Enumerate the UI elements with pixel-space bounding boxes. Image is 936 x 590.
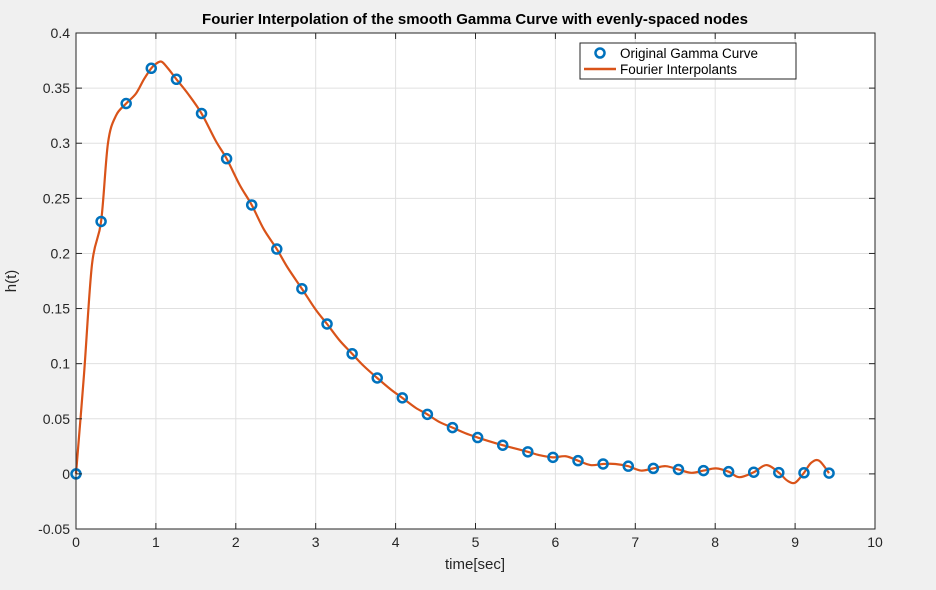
- y-tick-label: 0.25: [43, 190, 70, 206]
- legend: Original Gamma Curve Fourier Interpolant…: [579, 42, 797, 80]
- data-point-marker: [647, 462, 660, 475]
- data-point-marker: [95, 215, 107, 228]
- data-point-marker: [496, 439, 509, 451]
- data-point-marker: [798, 467, 810, 479]
- x-tick-label: 0: [72, 534, 80, 550]
- x-tick-label: 2: [232, 534, 240, 550]
- x-tick-label: 7: [631, 534, 639, 550]
- data-point-marker: [296, 282, 308, 295]
- legend-label-fourier: Fourier Interpolants: [620, 62, 737, 77]
- data-point-marker: [145, 62, 158, 75]
- x-tick-label: 9: [791, 534, 799, 550]
- data-point-marker: [547, 451, 559, 464]
- x-axis-label: time[sec]: [445, 556, 505, 573]
- y-tick-label: 0.35: [43, 80, 70, 96]
- y-axis-ticks: -0.05 0 0.05 0.1 0.15 0.2 0.25 0.3 0.35 0.4: [38, 25, 875, 537]
- data-point-marker: [773, 466, 785, 479]
- data-point-marker: [346, 347, 358, 360]
- data-point-marker: [170, 73, 183, 86]
- y-tick-label: 0.2: [51, 245, 71, 261]
- x-tick-label: 5: [472, 534, 480, 550]
- y-tick-label: 0.05: [43, 411, 70, 427]
- data-point-marker: [371, 372, 383, 384]
- data-point-marker: [245, 199, 258, 211]
- y-tick-label: -0.05: [38, 521, 70, 537]
- x-tick-label: 3: [312, 534, 320, 550]
- fourier-interpolant-line: [74, 60, 830, 485]
- data-point-marker: [120, 97, 132, 110]
- data-point-marker: [622, 460, 635, 472]
- x-tick-label: 6: [552, 534, 560, 550]
- data-point-marker: [722, 465, 735, 478]
- x-tick-label: 4: [392, 534, 400, 550]
- fourier-interpolants-series: [74, 60, 830, 485]
- data-point-marker: [471, 431, 484, 444]
- legend-label-original: Original Gamma Curve: [620, 46, 758, 61]
- data-point-marker: [522, 446, 534, 458]
- data-point-marker: [396, 392, 409, 404]
- x-tick-label: 1: [152, 534, 160, 550]
- data-point-marker: [823, 467, 835, 479]
- y-tick-label: 0: [62, 466, 70, 482]
- chart-title: Fourier Interpolation of the smooth Gamm…: [202, 11, 748, 28]
- y-tick-label: 0.4: [51, 25, 71, 41]
- legend-marker-original: [594, 47, 606, 59]
- original-gamma-curve-series: [70, 62, 835, 480]
- data-point-marker: [321, 318, 333, 330]
- data-point-marker: [446, 421, 459, 434]
- data-point-marker: [572, 454, 584, 467]
- data-point-marker: [220, 152, 233, 165]
- data-point-marker: [271, 243, 283, 255]
- x-tick-label: 10: [867, 534, 883, 550]
- y-tick-label: 0.15: [43, 301, 70, 317]
- data-point-marker: [195, 107, 208, 120]
- x-axis-ticks: 0 1 2 3 4 5 6 7 8 9 10: [72, 33, 883, 550]
- data-point-marker: [672, 463, 685, 476]
- data-point-marker: [697, 464, 710, 477]
- y-axis-label: h(t): [3, 270, 20, 293]
- x-tick-label: 8: [711, 534, 719, 550]
- y-tick-label: 0.3: [51, 135, 71, 151]
- data-point-marker: [747, 466, 760, 478]
- data-point-marker: [597, 458, 609, 470]
- data-point-marker: [421, 408, 434, 421]
- y-tick-label: 0.1: [51, 356, 71, 372]
- legend-box: [579, 42, 797, 80]
